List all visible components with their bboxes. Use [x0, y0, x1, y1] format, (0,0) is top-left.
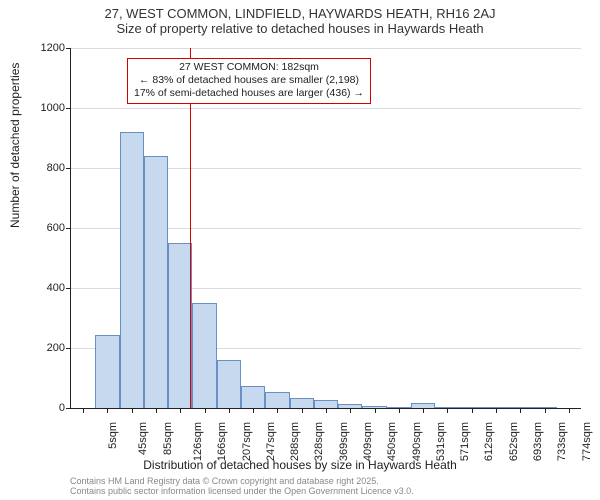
x-tick-mark	[545, 408, 546, 413]
y-tick-mark	[66, 408, 71, 409]
footer-line1: Contains HM Land Registry data © Crown c…	[70, 476, 414, 486]
x-tick-mark	[107, 408, 108, 413]
histogram-bar	[241, 386, 265, 409]
x-tick-label: 571sqm	[459, 422, 471, 461]
histogram-bar	[217, 360, 241, 408]
x-tick-label: 774sqm	[581, 422, 593, 461]
x-tick-mark	[350, 408, 351, 413]
histogram-bar	[314, 400, 338, 408]
annotation-line: 27 WEST COMMON: 182sqm	[134, 61, 364, 74]
x-tick-label: 693sqm	[532, 422, 544, 461]
y-gridline	[71, 108, 581, 109]
histogram-bar	[460, 407, 484, 408]
x-tick-mark	[520, 408, 521, 413]
y-tick-mark	[66, 348, 71, 349]
x-tick-label: 247sqm	[265, 422, 277, 461]
x-tick-label: 733sqm	[556, 422, 568, 461]
chart-container: 27, WEST COMMON, LINDFIELD, HAYWARDS HEA…	[0, 0, 600, 500]
x-tick-mark	[447, 408, 448, 413]
x-tick-mark	[205, 408, 206, 413]
histogram-bar	[387, 407, 411, 409]
annotation-box: 27 WEST COMMON: 182sqm← 83% of detached …	[127, 58, 371, 104]
histogram-bar	[362, 406, 386, 408]
footer-line2: Contains public sector information licen…	[70, 486, 414, 496]
x-tick-mark	[277, 408, 278, 413]
x-tick-mark	[423, 408, 424, 413]
y-tick-label: 1000	[20, 102, 65, 114]
y-axis-label: Number of detached properties	[8, 63, 22, 228]
x-tick-label: 85sqm	[162, 422, 174, 455]
y-tick-mark	[66, 228, 71, 229]
y-tick-label: 0	[20, 402, 65, 414]
x-tick-mark	[302, 408, 303, 413]
x-tick-mark	[156, 408, 157, 413]
x-tick-mark	[326, 408, 327, 413]
y-gridline	[71, 48, 581, 49]
plot-area: 27 WEST COMMON: 182sqm← 83% of detached …	[70, 48, 581, 409]
x-tick-mark	[472, 408, 473, 413]
x-tick-label: 612sqm	[484, 422, 496, 461]
x-tick-mark	[132, 408, 133, 413]
y-tick-mark	[66, 48, 71, 49]
x-tick-label: 166sqm	[216, 422, 228, 461]
x-tick-mark	[399, 408, 400, 413]
histogram-bar	[532, 407, 556, 408]
x-tick-label: 450sqm	[386, 422, 398, 461]
x-tick-label: 328sqm	[314, 422, 326, 461]
x-tick-label: 5sqm	[107, 422, 119, 449]
x-tick-mark	[229, 408, 230, 413]
histogram-bar	[290, 398, 314, 409]
x-tick-label: 369sqm	[338, 422, 350, 461]
histogram-bar	[508, 407, 532, 408]
x-tick-mark	[496, 408, 497, 413]
histogram-bar	[435, 407, 459, 408]
y-tick-mark	[66, 168, 71, 169]
x-tick-label: 288sqm	[289, 422, 301, 461]
histogram-bar	[338, 404, 362, 408]
x-tick-mark	[375, 408, 376, 413]
x-tick-mark	[83, 408, 84, 413]
x-tick-label: 490sqm	[411, 422, 423, 461]
y-tick-mark	[66, 108, 71, 109]
histogram-bar	[95, 335, 119, 409]
x-tick-label: 207sqm	[241, 422, 253, 461]
title-line2: Size of property relative to detached ho…	[0, 21, 600, 36]
histogram-bar	[192, 303, 216, 408]
y-tick-label: 1200	[20, 42, 65, 54]
x-tick-mark	[569, 408, 570, 413]
x-tick-label: 45sqm	[137, 422, 149, 455]
y-tick-label: 200	[20, 342, 65, 354]
title-line1: 27, WEST COMMON, LINDFIELD, HAYWARDS HEA…	[0, 6, 600, 21]
x-tick-mark	[253, 408, 254, 413]
annotation-line: ← 83% of detached houses are smaller (2,…	[134, 74, 364, 87]
histogram-bar	[265, 392, 289, 409]
y-tick-label: 800	[20, 162, 65, 174]
histogram-bar	[411, 403, 435, 408]
annotation-line: 17% of semi-detached houses are larger (…	[134, 87, 364, 100]
x-tick-mark	[180, 408, 181, 413]
y-tick-mark	[66, 288, 71, 289]
title-block: 27, WEST COMMON, LINDFIELD, HAYWARDS HEA…	[0, 0, 600, 36]
histogram-bar	[144, 156, 168, 408]
x-tick-label: 409sqm	[362, 422, 374, 461]
y-tick-label: 600	[20, 222, 65, 234]
x-tick-label: 126sqm	[192, 422, 204, 461]
histogram-bar	[484, 407, 508, 408]
y-tick-label: 400	[20, 282, 65, 294]
x-tick-label: 531sqm	[435, 422, 447, 461]
x-tick-label: 652sqm	[508, 422, 520, 461]
footer-attribution: Contains HM Land Registry data © Crown c…	[70, 476, 414, 497]
histogram-bar	[120, 132, 144, 408]
